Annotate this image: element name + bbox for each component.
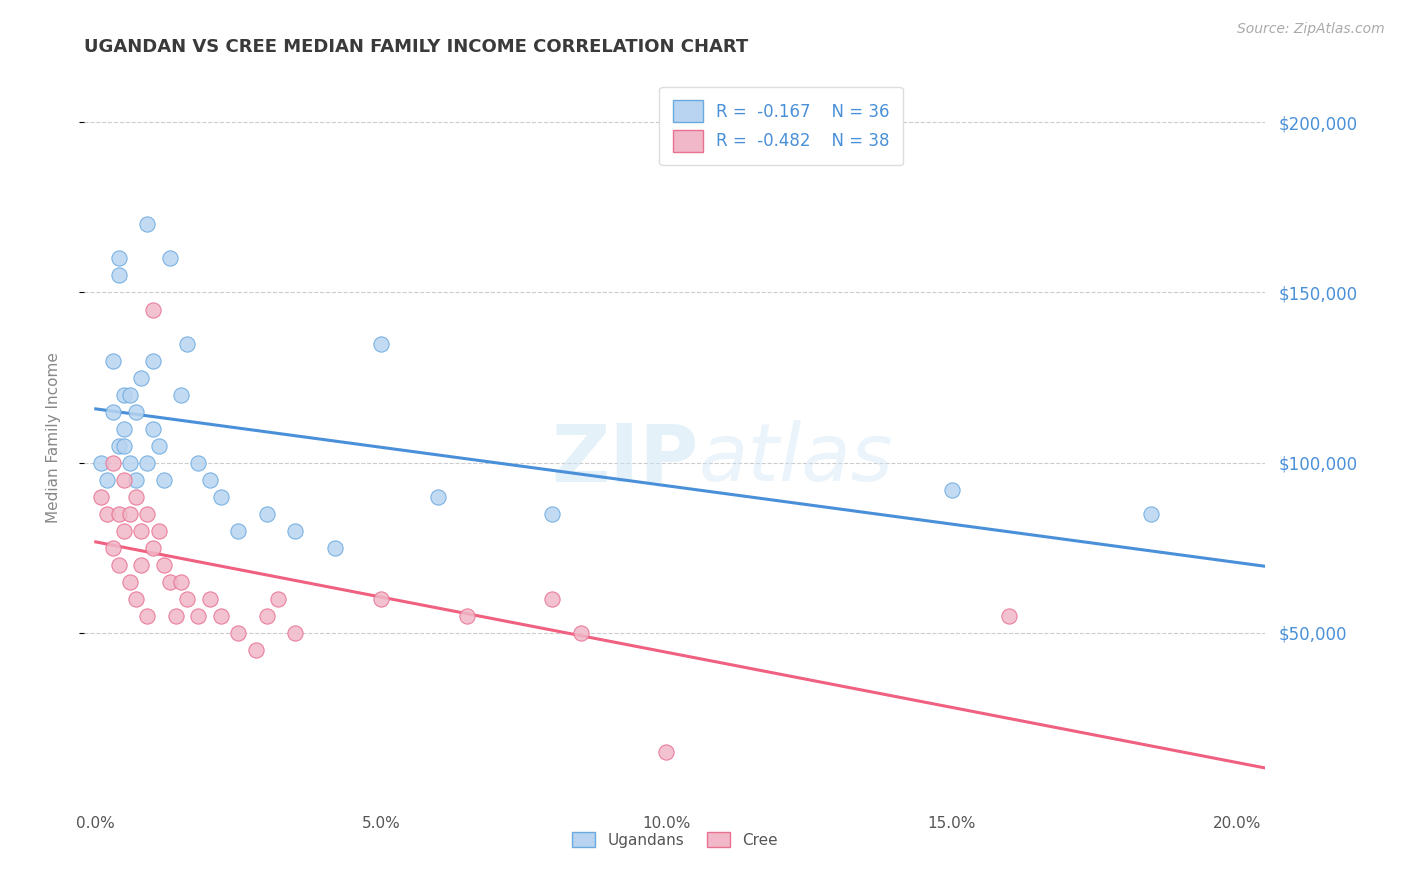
Point (112, 473, 135, 487)
Point (655, 745, 678, 759)
Point (118, 507, 141, 521)
Point (112, 387, 135, 401)
Point (209, 608, 232, 623)
Point (245, 642, 267, 657)
Point (187, 456, 209, 470)
Point (228, 625, 250, 640)
Point (325, 541, 347, 555)
Text: Source: ZipAtlas.com: Source: ZipAtlas.com (1237, 22, 1385, 37)
Point (107, 558, 129, 572)
Point (90, 456, 112, 470)
Point (569, 625, 592, 640)
Point (101, 541, 124, 555)
Point (112, 524, 135, 538)
Point (118, 456, 141, 470)
Point (96, 507, 118, 521)
Point (142, 302, 165, 317)
Text: atlas: atlas (699, 420, 893, 498)
Text: UGANDAN VS CREE MEDIAN FAMILY INCOME CORRELATION CHART: UGANDAN VS CREE MEDIAN FAMILY INCOME COR… (84, 38, 748, 56)
Point (142, 421, 165, 435)
Point (198, 473, 221, 487)
Point (107, 252, 129, 266)
Point (90, 490, 112, 504)
Point (112, 421, 135, 435)
Point (456, 608, 478, 623)
Point (267, 591, 290, 606)
Point (118, 574, 141, 589)
Point (198, 591, 221, 606)
Point (176, 336, 198, 351)
Text: ZIP: ZIP (551, 420, 699, 498)
Point (118, 387, 141, 401)
Point (284, 524, 307, 538)
Point (136, 507, 159, 521)
Point (125, 490, 148, 504)
Point (165, 608, 187, 623)
Point (228, 524, 250, 538)
Point (541, 507, 564, 521)
Point (125, 473, 148, 487)
Point (284, 625, 307, 640)
Point (370, 336, 392, 351)
Point (131, 558, 153, 572)
Point (256, 608, 278, 623)
Point (256, 507, 278, 521)
Point (112, 439, 135, 453)
Point (136, 608, 159, 623)
Legend: Ugandans, Cree: Ugandans, Cree (567, 825, 783, 854)
Point (187, 608, 209, 623)
Point (541, 591, 564, 606)
Point (107, 439, 129, 453)
Point (427, 490, 450, 504)
Point (125, 404, 148, 418)
Point (941, 483, 963, 497)
Point (101, 456, 124, 470)
Point (142, 353, 165, 368)
Point (997, 608, 1019, 623)
Point (159, 252, 181, 266)
Point (176, 591, 198, 606)
Point (96, 473, 118, 487)
Point (370, 591, 392, 606)
Point (107, 268, 129, 283)
Point (148, 524, 170, 538)
Point (136, 218, 159, 232)
Point (1140, 507, 1163, 521)
Point (107, 507, 129, 521)
Point (170, 387, 193, 401)
Point (148, 439, 170, 453)
Point (136, 456, 159, 470)
Point (153, 473, 176, 487)
Point (101, 353, 124, 368)
Point (159, 574, 181, 589)
Point (209, 490, 232, 504)
Point (142, 541, 165, 555)
Point (170, 574, 193, 589)
Point (131, 524, 153, 538)
Point (131, 370, 153, 384)
Point (125, 591, 148, 606)
Point (153, 558, 176, 572)
Point (101, 404, 124, 418)
Y-axis label: Median Family Income: Median Family Income (46, 351, 60, 523)
